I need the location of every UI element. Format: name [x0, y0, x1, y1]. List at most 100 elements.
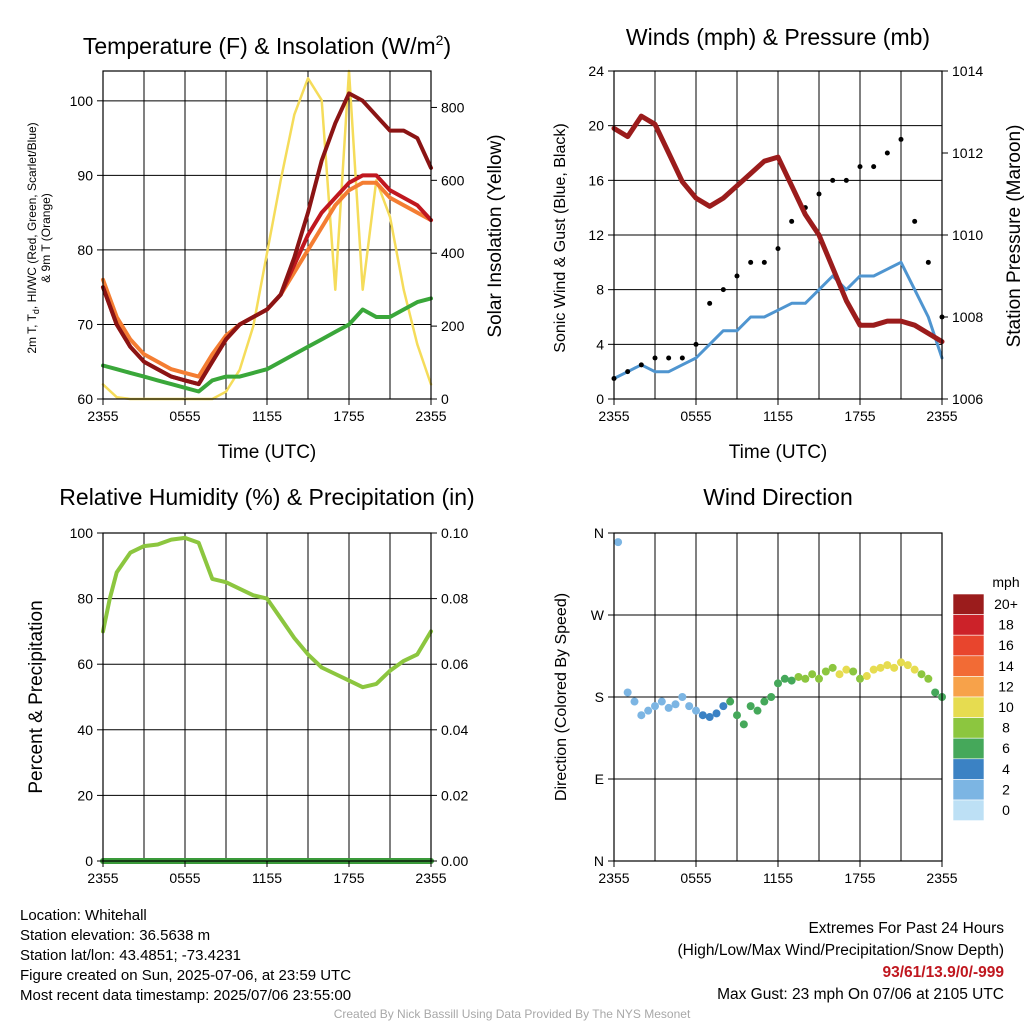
colorbar-label: 12 [998, 678, 1014, 694]
y-tick-label: 600 [441, 172, 465, 188]
humidity-panel-title: Relative Humidity (%) & Precipitation (i… [59, 484, 474, 510]
direction-point [767, 693, 776, 701]
temperature-ylabel-line1: 2m T, Td, HI/WC (Red, Green, Scarlet/Blu… [25, 122, 41, 353]
colorbar-label: 6 [1002, 740, 1010, 756]
direction-point [835, 670, 844, 679]
winds-ylabel: Sonic Wind & Gust (Blue, Black) [552, 123, 569, 352]
direction-point [671, 700, 680, 709]
colorbar-label: 20+ [994, 596, 1018, 612]
direction-point [774, 679, 782, 688]
gust-point [748, 259, 754, 265]
x-tick-label: 0555 [680, 870, 711, 886]
gust-point [707, 300, 713, 306]
x-tick-label: 2355 [926, 870, 957, 886]
y-tick-label: N [594, 853, 604, 869]
temperature-xlabel: Time (UTC) [218, 442, 317, 463]
x-tick-label: 2355 [87, 870, 118, 886]
humidity-panel: Relative Humidity (%) & Precipitation (i… [26, 484, 475, 886]
direction-point [623, 688, 632, 697]
winds-left-ticks: 0 4 8 12 16 20 24 [588, 63, 614, 407]
temperature-right-ticks: 0 200 400 600 800 [431, 99, 465, 407]
y-tick-label: W [591, 607, 605, 623]
winds-xlabel: Time (UTC) [729, 442, 828, 463]
gust-point [666, 355, 672, 361]
gust-point [871, 164, 877, 170]
humidity-x-ticks: 2355 0555 1155 1755 2355 [87, 861, 447, 886]
x-tick-label: 1755 [333, 408, 364, 424]
direction-point [746, 702, 755, 711]
direction-point [869, 665, 878, 674]
direction-point [808, 670, 817, 679]
direction-point [787, 676, 796, 685]
direction-point [842, 665, 851, 674]
gust-point [789, 218, 795, 224]
colorbar-swatch [952, 634, 985, 657]
colorbar-label: 14 [998, 658, 1014, 674]
temperature-x-ticks: 2355 0555 1155 1755 2355 [87, 399, 447, 424]
y-tick-label: N [594, 525, 604, 541]
y-tick-label: 400 [441, 245, 465, 261]
y-tick-label: 0.02 [441, 787, 468, 803]
colorbar-swatch [952, 593, 985, 615]
gust-point [775, 246, 781, 252]
direction-point [876, 663, 885, 672]
x-tick-label: 1755 [333, 870, 364, 886]
extremes-box: Extremes For Past 24 Hours (High/Low/Max… [678, 918, 1005, 1006]
direction-point [753, 706, 762, 715]
winds-panel-title: Winds (mph) & Pressure (mb) [626, 24, 930, 50]
winds-grid [614, 71, 942, 399]
x-tick-label: 1155 [763, 408, 793, 424]
y-tick-label: 0.00 [441, 853, 468, 869]
direction-point [664, 703, 673, 712]
winds-panel: Winds (mph) & Pressure (mb) 04812162024 … [552, 24, 1024, 463]
direction-ylabel: Direction (Colored By Speed) [553, 593, 570, 801]
y-tick-label: 0.10 [441, 525, 468, 541]
y-tick-label: 16 [588, 172, 604, 188]
colorbar-swatch [952, 717, 985, 739]
direction-point [657, 697, 666, 706]
direction-point [678, 693, 687, 701]
y-tick-label: 1012 [952, 145, 983, 161]
direction-point [917, 670, 926, 679]
gust-point [761, 259, 767, 265]
credit-text: Created By Nick Bassill Using Data Provi… [333, 1007, 691, 1021]
temperature-panel-title: Temperature (F) & Insolation (W/m2) [83, 32, 451, 59]
y-tick-label: 8 [596, 282, 604, 298]
sonic-wind-line [612, 260, 944, 380]
gust-point [816, 191, 822, 197]
direction-point [614, 538, 623, 547]
gust-point [830, 177, 836, 183]
direction-point [637, 711, 646, 720]
heat-index-line [101, 91, 433, 387]
direction-point [685, 702, 694, 711]
y-tick-label: 60 [77, 656, 93, 672]
colorbar-title: mph [992, 574, 1019, 590]
winds-right-ticks: 1006 1008 1010 1012 1014 [942, 63, 983, 407]
direction-point [644, 706, 653, 715]
extremes-values: 93/61/13.9/0/-999 [882, 964, 1004, 981]
gust-point [693, 341, 699, 347]
y-tick-label: 20 [588, 118, 604, 134]
direction-left-ticks: N E S W N [591, 525, 614, 869]
x-tick-label: 2355 [415, 408, 446, 424]
colorbar-swatch [952, 779, 985, 801]
direction-grid [614, 533, 942, 861]
colorbar-label: 0 [1002, 802, 1010, 818]
y-tick-label: 80 [77, 591, 93, 607]
dewpoint-line [101, 296, 433, 394]
direction-point [780, 674, 789, 683]
humidity-right-ticks: 0.00 0.02 0.04 0.06 0.08 0.10 [431, 525, 468, 869]
y-tick-label: 70 [77, 316, 93, 332]
direction-point [733, 711, 741, 720]
direction-point [651, 702, 659, 711]
colorbar-swatch [952, 758, 985, 780]
direction-point [719, 702, 728, 711]
direction-point [712, 709, 721, 718]
direction-point [856, 674, 864, 683]
y-tick-label: 100 [70, 525, 94, 541]
direction-point [630, 697, 639, 706]
y-tick-label: 0.06 [441, 656, 468, 672]
x-tick-label: 2355 [926, 408, 957, 424]
recent-text: Most recent data timestamp: 2025/07/06 2… [20, 987, 352, 1004]
gust-point [884, 150, 890, 156]
